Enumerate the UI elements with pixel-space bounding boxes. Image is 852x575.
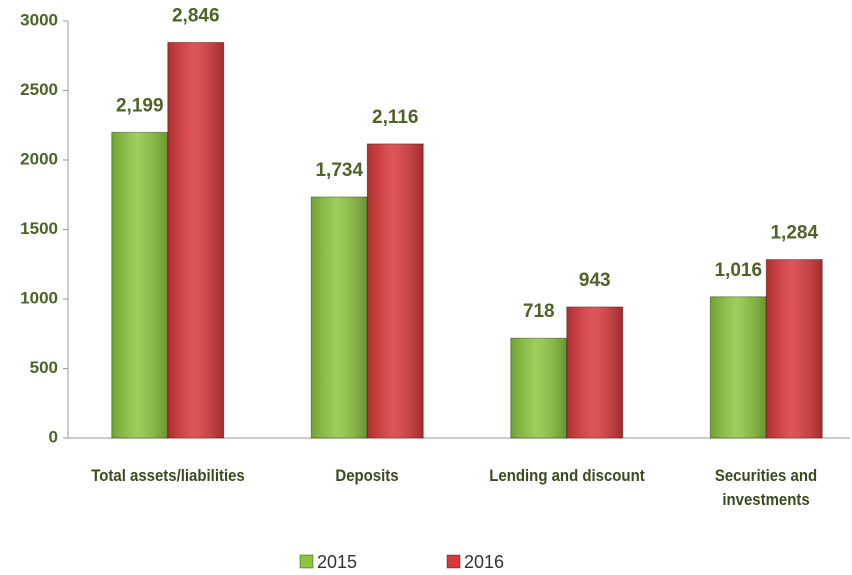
bar-shade xyxy=(566,306,623,438)
x-tick-label: Lending and discount xyxy=(489,466,645,485)
y-tick-label: 3000 xyxy=(20,10,58,29)
value-label: 943 xyxy=(579,270,611,291)
bar-shade xyxy=(710,296,767,438)
y-tick-label: 1000 xyxy=(20,288,58,307)
y-tick-label: 2000 xyxy=(20,149,58,168)
bar-shade xyxy=(111,132,168,439)
legend-swatch xyxy=(446,554,461,569)
value-label: 2,116 xyxy=(372,107,419,128)
bar-shade xyxy=(510,338,567,438)
bar-shade xyxy=(367,143,424,438)
value-label: 1,734 xyxy=(315,160,363,181)
value-label: 1,284 xyxy=(770,223,818,244)
x-tick-label: Total assets/liabilities xyxy=(90,466,245,485)
bar-shade xyxy=(311,196,368,438)
y-tick-label: 0 xyxy=(49,427,58,446)
legend-swatch xyxy=(299,554,314,569)
x-tick-label: Securities and investments xyxy=(715,466,818,509)
value-label: 2,846 xyxy=(172,5,220,26)
value-label: 2,199 xyxy=(116,95,164,116)
value-label: 718 xyxy=(523,301,555,322)
bar-shade xyxy=(167,42,224,438)
legend-label: 2015 xyxy=(317,552,357,572)
value-label: 1,016 xyxy=(714,260,762,281)
bar-shade xyxy=(766,259,823,438)
y-tick-label: 500 xyxy=(30,358,58,377)
y-tick-label: 2500 xyxy=(20,80,58,99)
legend-label: 2016 xyxy=(464,552,504,572)
y-tick-label: 1500 xyxy=(20,219,58,238)
x-tick-label: Deposits xyxy=(335,466,399,485)
